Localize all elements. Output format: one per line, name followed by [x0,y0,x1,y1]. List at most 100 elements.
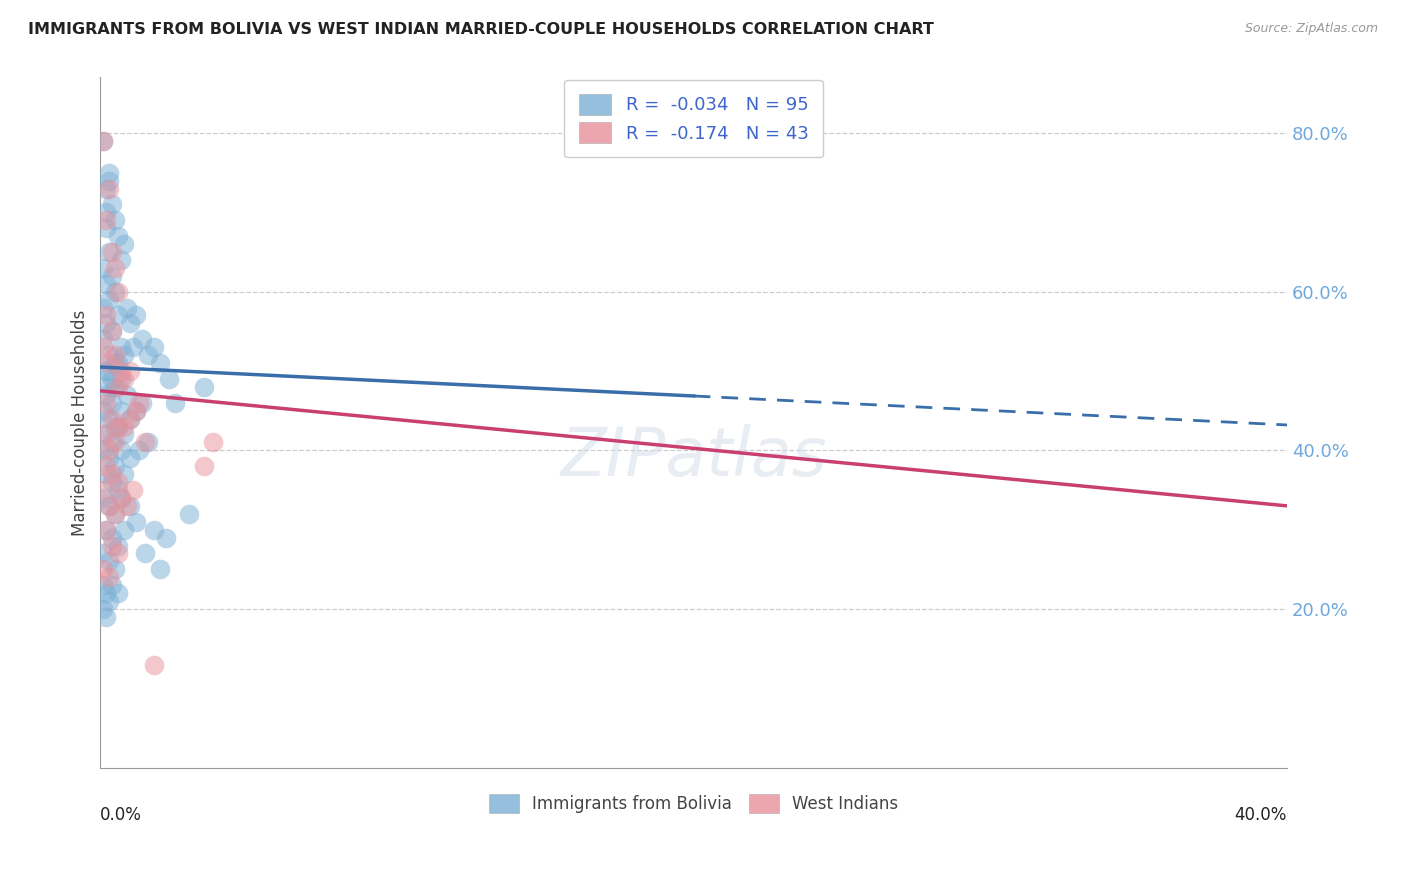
Point [98,181,121,195]
Point [96,213,118,227]
Point [136,435,159,450]
Point [96,467,118,482]
Point [96,221,118,235]
Point [136,348,159,362]
Point [104,507,127,521]
Text: ZIPatlas: ZIPatlas [561,424,827,490]
Point [107,380,129,394]
Point [91,340,114,354]
Point [91,491,114,505]
Point [179,507,201,521]
Point [98,348,121,362]
Text: Source: ZipAtlas.com: Source: ZipAtlas.com [1244,22,1378,36]
Point [96,181,118,195]
Point [128,395,150,409]
Point [96,205,118,219]
Point [128,443,150,458]
Point [91,364,114,378]
Point [101,578,124,592]
Point [91,403,114,417]
Point [125,403,148,417]
Point [101,435,124,450]
Point [91,134,114,148]
Point [101,467,124,482]
Point [110,364,132,378]
Point [107,285,129,299]
Point [110,443,132,458]
Point [104,419,127,434]
Point [91,483,114,497]
Point [112,427,135,442]
Point [134,546,156,560]
Point [91,260,114,275]
Point [118,411,141,425]
Text: IMMIGRANTS FROM BOLIVIA VS WEST INDIAN MARRIED-COUPLE HOUSEHOLDS CORRELATION CHA: IMMIGRANTS FROM BOLIVIA VS WEST INDIAN M… [28,22,934,37]
Point [91,301,114,315]
Point [101,539,124,553]
Point [96,523,118,537]
Point [112,348,135,362]
Point [107,483,129,497]
Point [163,395,186,409]
Point [112,523,135,537]
Text: 0.0%: 0.0% [100,805,142,823]
Point [96,523,118,537]
Point [98,166,121,180]
Point [98,380,121,394]
Point [104,356,127,370]
Point [118,317,141,331]
Point [125,403,148,417]
Point [107,229,129,244]
Point [110,403,132,417]
Point [125,309,148,323]
Point [107,475,129,489]
Point [107,586,129,600]
Point [112,237,135,252]
Point [107,419,129,434]
Point [122,340,145,354]
Point [96,277,118,291]
Point [107,419,129,434]
Point [118,451,141,466]
Legend: R =  -0.034   N = 95, R =  -0.174   N = 43: R = -0.034 N = 95, R = -0.174 N = 43 [564,79,823,157]
Point [98,499,121,513]
Point [142,340,165,354]
Point [104,562,127,576]
Point [96,388,118,402]
Point [96,427,118,442]
Point [193,380,215,394]
Point [115,388,138,402]
Point [104,213,127,227]
Point [104,459,127,474]
Point [118,364,141,378]
Point [110,491,132,505]
Point [107,356,129,370]
Point [101,395,124,409]
Point [101,197,124,211]
Point [101,531,124,545]
Point [98,443,121,458]
Point [107,309,129,323]
Point [91,332,114,346]
Point [193,459,215,474]
Point [155,531,177,545]
Point [110,491,132,505]
Point [107,539,129,553]
Point [101,411,124,425]
Point [131,332,153,346]
Point [91,578,114,592]
Point [110,372,132,386]
Point [98,173,121,187]
Point [134,435,156,450]
Point [91,546,114,560]
Point [98,554,121,568]
Point [110,340,132,354]
Point [115,301,138,315]
Point [110,252,132,267]
Point [98,570,121,584]
Point [91,562,114,576]
Point [98,244,121,259]
Point [101,372,124,386]
Point [101,268,124,283]
Point [96,395,118,409]
